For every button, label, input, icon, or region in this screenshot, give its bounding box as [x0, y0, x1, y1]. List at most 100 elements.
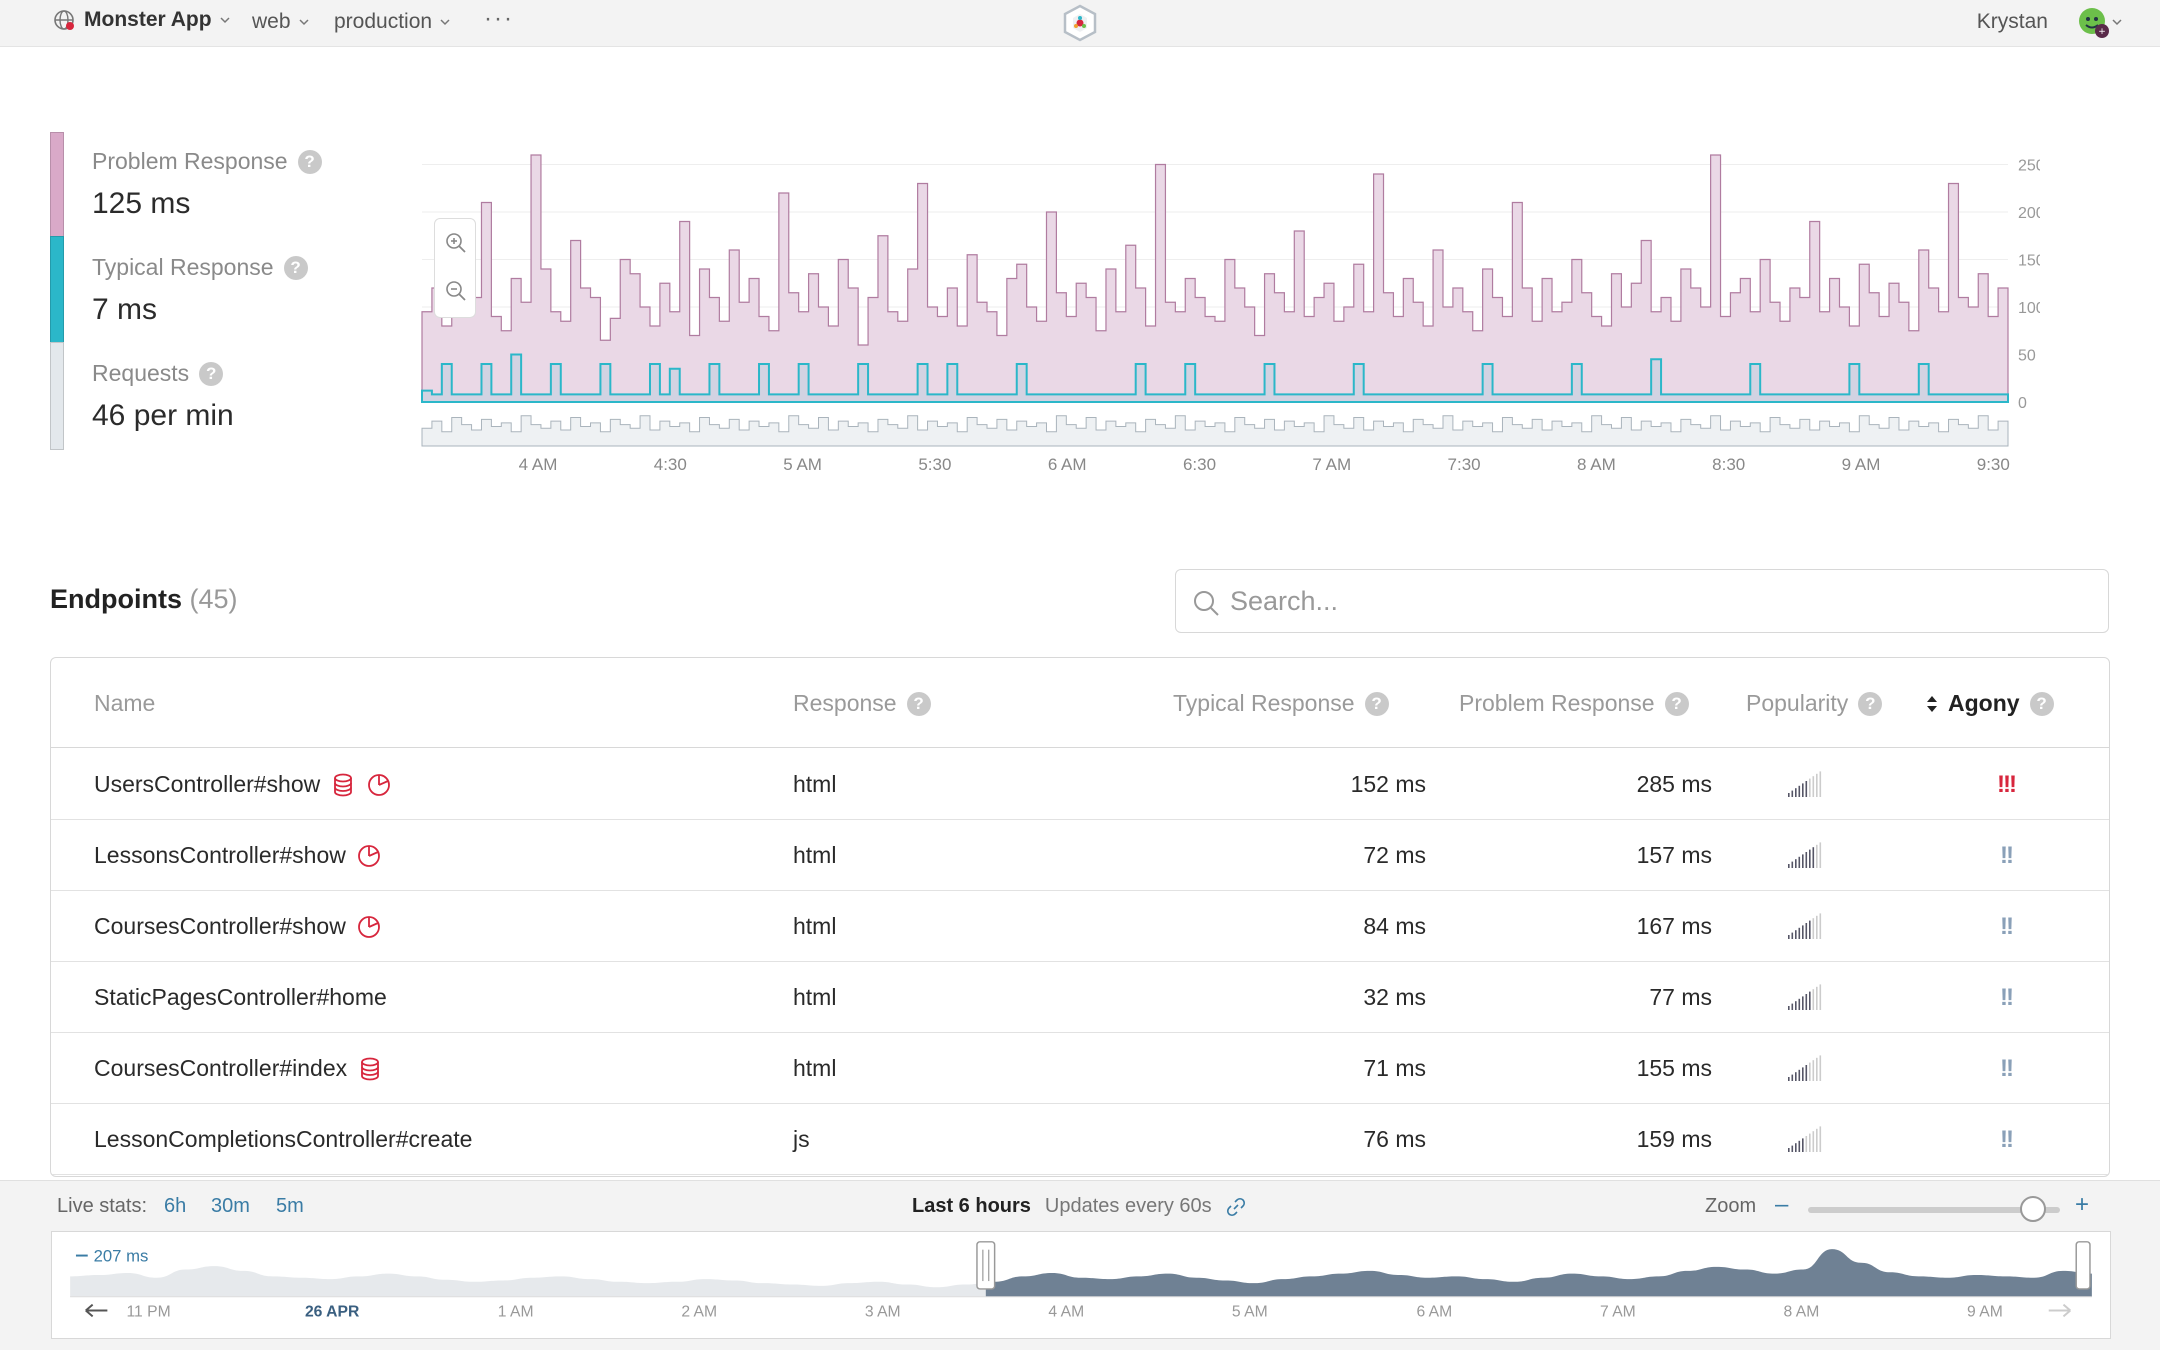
zoom-in-button[interactable]: +	[2075, 1191, 2090, 1218]
help-icon[interactable]: ?	[297, 149, 322, 174]
endpoint-name-cell[interactable]: LessonCompletionsController#create	[94, 1126, 472, 1153]
popularity-bar	[1809, 1133, 1811, 1152]
live-option-6h[interactable]: 6h	[164, 1195, 187, 1217]
y-tick-label: 250 ms	[2018, 158, 2040, 175]
stage-dropdown-label: production	[334, 10, 433, 33]
zoom-out-button[interactable]: –	[1775, 1191, 1789, 1218]
popularity-bar	[1819, 913, 1822, 939]
popularity-bars	[1788, 913, 1822, 939]
endpoint-name-cell[interactable]: UsersController#show	[94, 771, 392, 798]
help-icon[interactable]: ?	[283, 255, 308, 280]
help-icon[interactable]: ?	[1858, 691, 1883, 716]
user-avatar[interactable]: +	[2078, 7, 2110, 39]
overview-timeline-chart[interactable]: 11 PM 26 APR 1 AM 2 AM 3 AM 4 AM 5 AM 6 AM 7 AM 8…	[51, 1231, 2111, 1339]
env-dropdown[interactable]: web	[252, 10, 309, 34]
search-input[interactable]	[1230, 578, 2090, 624]
globe-icon	[54, 10, 74, 30]
zoom-in-icon[interactable]	[444, 231, 468, 255]
table-row[interactable]: StaticPagesController#home html 32 ms 77 ms…	[51, 962, 2109, 1033]
popularity-bar	[1805, 994, 1808, 1010]
overview-tick-label: 8 AM	[1784, 1303, 1820, 1320]
app-logo[interactable]	[1062, 4, 1098, 42]
help-icon[interactable]: ?	[199, 361, 224, 386]
table-row[interactable]: UsersController#show html 152 ms 285 ms!!!	[51, 749, 2109, 820]
overview-back-arrow[interactable]	[85, 1303, 108, 1318]
popularity-bar	[1802, 1138, 1804, 1152]
footer-bar: Live stats: 6h 30m 5m Last 6 hours Updat…	[0, 1180, 2160, 1350]
endpoint-name-cell[interactable]: LessonsController#show	[94, 842, 382, 869]
popularity-bars	[1788, 984, 1822, 1010]
endpoint-name[interactable]: LessonsController#show	[94, 842, 346, 868]
response-type-cell: html	[793, 913, 837, 939]
endpoint-name[interactable]: StaticPagesController#home	[94, 984, 387, 1010]
overview-right-handle[interactable]	[2075, 1241, 2091, 1290]
time-range-label: Last 6 hours	[912, 1195, 1031, 1217]
x-tick-label: 9:30	[1977, 455, 2010, 474]
live-option-5m[interactable]: 5m	[276, 1195, 304, 1217]
overview-ticks: 11 PM 26 APR 1 AM 2 AM 3 AM 4 AM 5 AM 6 AM 7 AM 8…	[126, 1303, 2002, 1320]
column-popularity-label: Popularity	[1746, 690, 1849, 716]
endpoint-name-cell[interactable]: CoursesController#show	[94, 913, 382, 940]
stats-panel: Problem Response? 125 ms Typical Respons…	[50, 130, 390, 450]
live-option-30m[interactable]: 30m	[211, 1195, 250, 1217]
stage-dropdown[interactable]: production	[334, 10, 450, 34]
table-row[interactable]: LessonCompletionsController#create js 76 m…	[51, 1104, 2109, 1175]
x-tick-label: 9 AM	[1842, 455, 1881, 474]
popularity-bars	[1788, 771, 1822, 797]
app-switcher[interactable]: Monster App	[52, 8, 230, 32]
popularity-cell	[1788, 1053, 1824, 1083]
link-icon[interactable]	[1226, 1197, 1246, 1217]
x-tick-label: 8 AM	[1577, 455, 1616, 474]
typical-response-cell: 84 ms	[1363, 913, 1426, 939]
help-icon[interactable]: ?	[2029, 691, 2054, 716]
overview-left-handle[interactable]	[976, 1241, 996, 1290]
x-tick-label: 4:30	[654, 455, 687, 474]
endpoint-name-cell[interactable]: CoursesController#index	[94, 1055, 383, 1082]
column-response-header[interactable]: Response?	[793, 690, 931, 717]
y-axis-ticks: 250 ms 200 ms 150 ms 100 ms 50 ms 0	[2018, 158, 2040, 413]
help-icon[interactable]: ?	[1364, 691, 1389, 716]
table-row[interactable]: CoursesController#show html 84 ms 167 ms!!	[51, 891, 2109, 962]
overview-tick-label: 7 AM	[1600, 1303, 1636, 1320]
requests-label: Requests	[92, 360, 190, 386]
problem-response-series	[421, 154, 2009, 403]
problem-response-cell: 285 ms	[1636, 771, 1712, 797]
response-time-chart[interactable]: 250 ms 200 ms 150 ms 100 ms 50 ms 0 4 AM 4:30 5…	[420, 128, 2040, 478]
chevron-down-icon[interactable]	[2112, 19, 2122, 26]
endpoint-name[interactable]: LessonCompletionsController#create	[94, 1126, 473, 1152]
overview-tick-label: 4 AM	[1048, 1303, 1084, 1320]
endpoint-name[interactable]: CoursesController#show	[94, 913, 346, 939]
more-menu-button[interactable]: ···	[484, 5, 514, 32]
column-problem-header[interactable]: Problem Response?	[1459, 690, 1689, 717]
popularity-bar	[1805, 923, 1808, 939]
help-icon[interactable]: ?	[906, 691, 931, 716]
overview-forward-arrow[interactable]	[2048, 1303, 2071, 1318]
endpoint-name[interactable]: UsersController#show	[94, 771, 321, 797]
x-tick-label: 6:30	[1183, 455, 1216, 474]
endpoint-name[interactable]: CoursesController#index	[94, 1055, 348, 1081]
popularity-bar	[1812, 776, 1815, 797]
zoom-out-icon[interactable]	[444, 279, 468, 303]
popularity-cell	[1788, 840, 1824, 870]
env-dropdown-label: web	[252, 10, 291, 33]
table-row[interactable]: LessonsController#show html 72 ms 157 ms!!	[51, 820, 2109, 891]
x-tick-label: 6 AM	[1048, 455, 1087, 474]
popularity-bar	[1812, 989, 1815, 1010]
help-icon[interactable]: ?	[1664, 691, 1689, 716]
chart-zoom-controls	[434, 218, 476, 318]
typical-response-cell: 32 ms	[1363, 984, 1426, 1010]
column-name-header[interactable]: Name	[94, 690, 155, 717]
overview-area-selected	[985, 1249, 2092, 1297]
search-icon	[1194, 591, 1219, 616]
zoom-slider-track[interactable]	[1808, 1207, 2060, 1213]
popularity-bar	[1788, 935, 1790, 939]
column-agony-header[interactable]: Agony?	[1926, 690, 2054, 717]
column-typical-header[interactable]: Typical Response?	[1173, 690, 1389, 717]
endpoint-name-cell[interactable]: StaticPagesController#home	[94, 984, 387, 1011]
table-row[interactable]: CoursesController#index html 71 ms 155 ms!!	[51, 1033, 2109, 1104]
search-box[interactable]	[1175, 569, 2109, 633]
column-popularity-header[interactable]: Popularity?	[1746, 690, 1883, 717]
pie-chart-icon	[357, 915, 380, 938]
y-tick-label: 150 ms	[2018, 253, 2040, 270]
zoom-slider-handle[interactable]	[2020, 1196, 2046, 1222]
